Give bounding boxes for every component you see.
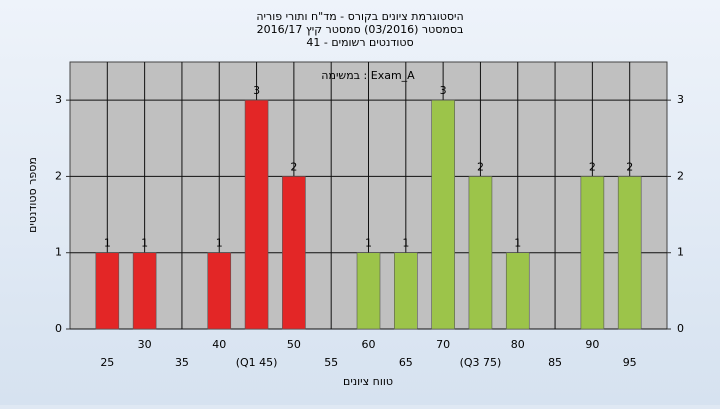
value-label: 2: [477, 160, 484, 173]
y-tick-label: 3: [677, 93, 684, 106]
x-tick-label: (Q1 45): [236, 356, 278, 369]
x-tick-label: 85: [548, 356, 562, 369]
y-tick-label: 3: [55, 93, 62, 106]
x-tick-label: 65: [399, 356, 413, 369]
bar: [505, 252, 530, 330]
value-label: 1: [365, 237, 372, 250]
y-tick-label: 1: [677, 246, 684, 259]
value-label: 2: [290, 160, 297, 173]
bar: [132, 252, 157, 330]
x-tick-label: 35: [175, 356, 189, 369]
chart-title: בסמסטר (03/2016) סמסטר קיץ 2016/17: [257, 23, 464, 36]
y-tick-label: 2: [677, 169, 684, 182]
bar: [244, 99, 269, 330]
bar: [207, 252, 232, 330]
value-label: 3: [440, 84, 447, 97]
value-label: 1: [104, 237, 111, 250]
bar: [394, 252, 418, 330]
x-tick-label: 25: [100, 356, 114, 369]
x-tick-label: 50: [287, 338, 301, 351]
bar: [95, 252, 120, 330]
value-label: 3: [253, 84, 260, 97]
x-tick-label: (Q3 75): [460, 356, 502, 369]
bar: [580, 176, 605, 330]
value-label: 2: [626, 160, 633, 173]
chart-title: היסטוגרמת ציונים בקורס - מד"ח ותורי פורי…: [256, 10, 463, 23]
bar: [282, 176, 306, 330]
y-tick-label: 2: [55, 169, 62, 182]
x-tick-label: 70: [436, 338, 450, 351]
x-axis-label: טווח ציונים: [343, 375, 393, 388]
y-tick-label: 1: [55, 246, 62, 259]
value-label: 1: [141, 237, 148, 250]
x-tick-label: 90: [585, 338, 599, 351]
x-tick-label: 30: [138, 338, 152, 351]
y-tick-label: 0: [677, 322, 684, 335]
x-tick-label: 55: [324, 356, 338, 369]
x-tick-label: 40: [212, 338, 226, 351]
y-axis-label: מספר סטודנטים: [26, 157, 39, 233]
y-tick-label: 0: [55, 322, 62, 335]
value-label: 1: [514, 237, 521, 250]
x-tick-label: 60: [362, 338, 376, 351]
value-label: 1: [216, 237, 223, 250]
x-tick-label: 95: [623, 356, 637, 369]
bar: [356, 252, 381, 330]
bar: [617, 176, 642, 330]
value-label: 1: [402, 237, 409, 250]
x-tick-label: 80: [511, 338, 525, 351]
bar: [468, 176, 493, 330]
bar: [431, 99, 455, 330]
chart-title: סטודנטים רשומים - 41: [306, 36, 413, 49]
value-label: 2: [589, 160, 596, 173]
